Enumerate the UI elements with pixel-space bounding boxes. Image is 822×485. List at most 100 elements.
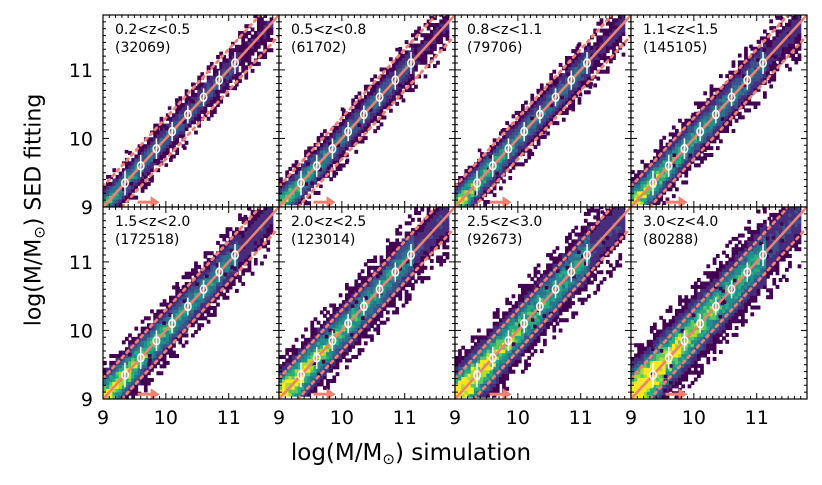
heatmap-cell bbox=[257, 240, 261, 245]
heatmap-cell bbox=[294, 170, 299, 175]
heatmap-cell bbox=[360, 269, 365, 274]
heatmap-cell bbox=[571, 49, 576, 54]
heatmap-outlier bbox=[576, 44, 581, 48]
heatmap-cell bbox=[561, 76, 566, 81]
heatmap-cell bbox=[219, 292, 224, 297]
heatmap-cell bbox=[209, 271, 214, 276]
heatmap-cell bbox=[134, 391, 139, 396]
heatmap-cell bbox=[238, 230, 242, 235]
heatmap-cell bbox=[662, 180, 667, 185]
heatmap-cell bbox=[156, 168, 161, 173]
heatmap-cell bbox=[172, 113, 176, 118]
heatmap-cell bbox=[200, 85, 205, 90]
heatmap-cell bbox=[219, 89, 224, 94]
heatmap-cell bbox=[712, 125, 717, 130]
heatmap-cell bbox=[329, 365, 334, 370]
heatmap-cell bbox=[181, 144, 186, 149]
heatmap-cell bbox=[213, 306, 217, 311]
median-marker bbox=[312, 161, 321, 171]
heatmap-cell bbox=[150, 309, 154, 314]
heatmap-cell bbox=[279, 379, 283, 384]
heatmap-cell bbox=[583, 66, 588, 71]
heatmap-cell bbox=[216, 254, 220, 259]
heatmap-cell bbox=[125, 336, 129, 341]
heatmap-cell bbox=[785, 63, 789, 68]
heatmap-outlier bbox=[542, 130, 546, 135]
heatmap-cell bbox=[354, 115, 359, 120]
heatmap-cell bbox=[203, 89, 208, 94]
heatmap-cell bbox=[156, 154, 161, 159]
heatmap-cell bbox=[169, 157, 173, 162]
heatmap-cell bbox=[238, 275, 242, 280]
heatmap-cell bbox=[247, 58, 252, 63]
heatmap-cell bbox=[294, 358, 299, 363]
heatmap-cell bbox=[539, 117, 544, 122]
heatmap-cell bbox=[338, 341, 343, 346]
heatmap-cell bbox=[162, 154, 167, 159]
heatmap-cell bbox=[678, 118, 682, 123]
heatmap-cell bbox=[508, 152, 513, 157]
heatmap-cell bbox=[200, 278, 205, 283]
heatmap-cell bbox=[150, 347, 154, 352]
heatmap-cell bbox=[194, 299, 198, 304]
heatmap-cell bbox=[197, 282, 202, 287]
heatmap-cell bbox=[687, 146, 692, 151]
heatmap-cell bbox=[222, 247, 227, 252]
heatmap-cell bbox=[165, 360, 170, 365]
heatmap-cell bbox=[706, 139, 711, 144]
heatmap-cell bbox=[156, 316, 161, 321]
heatmap-cell bbox=[307, 389, 312, 394]
heatmap-cell bbox=[244, 244, 249, 249]
heatmap-cell bbox=[609, 28, 613, 33]
heatmap-cell bbox=[574, 83, 579, 88]
heatmap-cell bbox=[191, 285, 195, 290]
heatmap-outlier bbox=[596, 47, 600, 51]
heatmap-cell bbox=[238, 79, 242, 84]
heatmap-cell bbox=[125, 395, 129, 399]
heatmap-cell bbox=[539, 83, 544, 88]
heatmap-cell bbox=[348, 317, 352, 322]
heatmap-cell bbox=[313, 173, 318, 178]
heatmap-cell bbox=[257, 220, 261, 225]
heatmap-cell bbox=[150, 350, 154, 355]
median-marker bbox=[391, 75, 400, 85]
heatmap-cell bbox=[643, 173, 648, 178]
heatmap-cell bbox=[213, 109, 217, 114]
heatmap-cell bbox=[662, 153, 667, 158]
heatmap-cell bbox=[329, 156, 334, 161]
heatmap-cell bbox=[744, 70, 748, 75]
heatmap-cell bbox=[357, 324, 362, 329]
heatmap-cell bbox=[363, 289, 368, 294]
heatmap-outlier bbox=[779, 16, 784, 21]
heatmap-cell bbox=[703, 91, 708, 96]
heatmap-cell bbox=[228, 75, 233, 80]
heatmap-cell bbox=[137, 151, 142, 156]
heatmap-cell bbox=[345, 358, 349, 363]
heatmap-cell bbox=[536, 117, 541, 122]
heatmap-cell bbox=[533, 121, 538, 126]
heatmap-cell bbox=[200, 306, 205, 311]
heatmap-cell bbox=[304, 153, 308, 158]
heatmap-cell bbox=[756, 50, 761, 55]
heatmap-cell bbox=[351, 300, 356, 305]
heatmap-cell bbox=[587, 45, 591, 50]
heatmap-cell bbox=[279, 372, 283, 377]
heatmap-cell bbox=[231, 230, 236, 235]
heatmap-cell bbox=[125, 164, 129, 169]
heatmap-cell bbox=[147, 157, 151, 162]
heatmap-cell bbox=[310, 385, 315, 390]
heatmap-cell bbox=[103, 388, 107, 393]
heatmap-cell bbox=[153, 343, 158, 348]
heatmap-cell bbox=[197, 326, 202, 331]
heatmap-cell bbox=[159, 144, 164, 149]
heatmap-cell bbox=[247, 268, 252, 273]
heatmap-cell bbox=[326, 170, 330, 175]
heatmap-cell bbox=[134, 154, 139, 159]
heatmap-cell bbox=[681, 153, 686, 158]
heatmap-cell bbox=[794, 15, 799, 20]
heatmap-cell bbox=[687, 129, 692, 134]
heatmap-cell bbox=[797, 33, 802, 38]
heatmap-cell bbox=[137, 381, 142, 386]
heatmap-cell bbox=[514, 162, 519, 167]
heatmap-cell bbox=[530, 134, 535, 139]
